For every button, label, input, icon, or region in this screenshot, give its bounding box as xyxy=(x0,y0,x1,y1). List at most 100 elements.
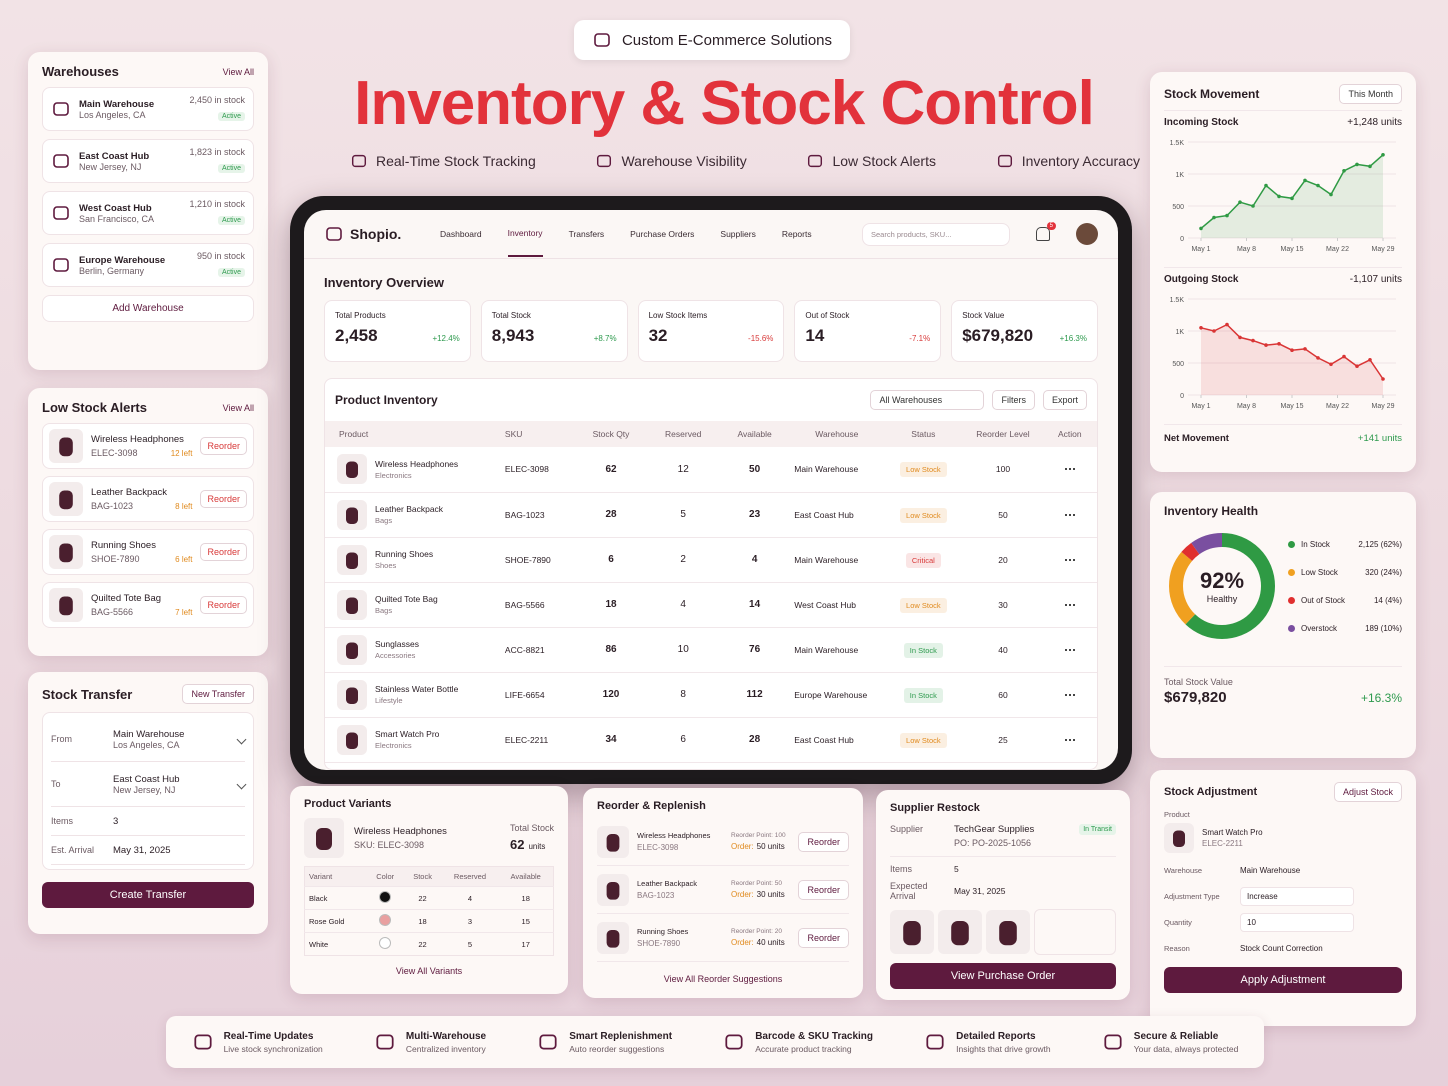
point xyxy=(1264,343,1268,347)
table-row: Wireless Headphones Electronics ELEC-3098 6… xyxy=(325,447,1097,492)
reorder-button[interactable]: Reorder xyxy=(200,543,247,561)
order: Order: 40 units xyxy=(731,938,790,947)
supplier-name: TechGear Supplies xyxy=(954,824,1035,835)
legend-value: 320 (24%) xyxy=(1365,567,1402,577)
total-number: 62 xyxy=(509,836,525,852)
y-tick-label: 1K xyxy=(1175,172,1184,179)
reorder-name: Leather Backpack BAG-1023 xyxy=(637,879,723,900)
product-shape xyxy=(606,833,620,852)
column-header: Reserved xyxy=(453,872,487,881)
variant-row: White 22 5 17 xyxy=(304,932,554,956)
supplier-label: Supplier xyxy=(890,824,924,834)
product-name: Running Shoes xyxy=(637,927,689,936)
field-value[interactable]: 10 xyxy=(1240,912,1354,932)
nav-item[interactable]: Dashboard xyxy=(440,229,482,239)
point xyxy=(1264,183,1268,188)
action[interactable] xyxy=(1043,582,1097,627)
view-po[interactable]: View Purchase Order xyxy=(890,963,1116,989)
view-all[interactable]: View All xyxy=(222,66,254,77)
point xyxy=(1355,364,1359,368)
stock-adjustment-card: Stock Adjustment Adjust Stock Product Smart… xyxy=(1150,770,1416,1026)
reserved: 12 xyxy=(677,463,689,475)
nav-item[interactable]: Suppliers xyxy=(720,229,756,239)
action[interactable] xyxy=(1043,627,1097,672)
product-icon xyxy=(903,921,921,946)
reorder-card: Reorder & Replenish Wireless Headphones EL… xyxy=(583,788,863,998)
kpi-label: Low Stock Items xyxy=(648,311,708,320)
nav-item[interactable]: Purchase Orders xyxy=(630,229,695,239)
sku: BAG-1023 xyxy=(91,501,134,511)
warehouse-meta: 950 in stock Active xyxy=(197,251,245,279)
field-label: Quantity xyxy=(1164,917,1192,927)
table-row: Sunglasses Accessories ACC-8821 86 10 76 Main … xyxy=(325,627,1097,672)
reorder-point: Reorder Point: 50 xyxy=(731,880,782,887)
reorder-button[interactable]: Reorder xyxy=(200,437,247,455)
reorder-button[interactable]: Reorder xyxy=(798,879,849,900)
filter[interactable]: All Warehouses xyxy=(870,390,985,410)
column-header: Reserved xyxy=(665,429,702,439)
kpi-values: $679,820 +16.3% xyxy=(962,326,1087,346)
action[interactable] xyxy=(1043,717,1097,762)
variant-row: Rose Gold 18 3 15 xyxy=(304,909,554,933)
view-variants[interactable]: View All Variants xyxy=(395,966,463,976)
adjust-button[interactable]: Adjust Stock xyxy=(1333,782,1402,802)
legend-item: Overstock 189 (10%) xyxy=(1288,614,1402,642)
search[interactable]: Search products, SKU... xyxy=(862,222,1010,246)
create-transfer[interactable]: Create Transfer xyxy=(42,882,254,908)
filter[interactable]: Filters xyxy=(992,390,1035,410)
avatar[interactable] xyxy=(1076,223,1098,245)
filter[interactable]: Export xyxy=(1042,390,1087,410)
variants-table: Variant Color Stock Reserved Available Black 2… xyxy=(304,866,554,956)
transfer-field: From Main Warehouse Los Angeles, CA xyxy=(51,717,247,762)
field-value[interactable]: Increase xyxy=(1240,886,1354,906)
donut xyxy=(1169,533,1275,639)
field-value: May 31, 2025 xyxy=(113,844,171,856)
total-unit: units xyxy=(528,841,546,851)
product-shape xyxy=(1173,830,1185,847)
view-suggestions[interactable]: View All Reorder Suggestions xyxy=(663,974,783,984)
reorder-button[interactable]: Reorder xyxy=(200,596,247,614)
apply-adjustment[interactable]: Apply Adjustment xyxy=(1164,967,1402,993)
product-cell: Stainless Water Bottle Lifestyle xyxy=(325,672,501,717)
warehouse-location: Berlin, Germany xyxy=(79,265,145,276)
new-transfer[interactable]: New Transfer xyxy=(182,684,254,704)
product-name: Running Shoes xyxy=(91,540,156,551)
nav-item[interactable]: Transfers xyxy=(568,229,605,239)
icon-shape xyxy=(997,154,1012,168)
column-header: Available xyxy=(510,872,541,881)
reorder-point: Reorder Point: 100 xyxy=(731,832,786,839)
field-value[interactable]: Main Warehouse xyxy=(1240,865,1301,875)
view-all[interactable]: View All xyxy=(222,402,254,413)
reserved: 4 xyxy=(680,599,686,610)
warehouse-name: East Coast Hub xyxy=(79,150,150,162)
series-total: -1,107 units xyxy=(1349,274,1402,285)
field-value[interactable]: Stock Count Correction xyxy=(1240,943,1323,953)
reorder-button[interactable]: Reorder xyxy=(798,927,849,948)
feature: Warehouse Visibility xyxy=(595,152,747,170)
order-value: 50 units xyxy=(756,842,785,851)
notifications[interactable]: 5 xyxy=(1036,222,1056,241)
action[interactable] xyxy=(1043,447,1097,492)
nav-item[interactable]: Reports xyxy=(781,229,812,239)
action[interactable] xyxy=(1043,537,1097,582)
nav-item[interactable]: Inventory xyxy=(507,211,543,257)
x-tick-label: May 15 xyxy=(1281,403,1304,410)
icon xyxy=(351,154,367,168)
badge-text: Custom E-Commerce Solutions xyxy=(621,31,833,49)
action[interactable] xyxy=(1043,492,1097,537)
warehouse-info: Main Warehouse Los Angeles, CA xyxy=(79,99,181,120)
sku: ELEC-3098 xyxy=(504,464,549,475)
action[interactable] xyxy=(1043,672,1097,717)
sku: ELEC-3098 xyxy=(91,448,138,458)
sku: ELEC-2211 xyxy=(504,734,549,745)
point xyxy=(1355,162,1359,167)
add-warehouse[interactable]: Add Warehouse xyxy=(42,295,254,322)
status-cell: Low Stock xyxy=(883,492,963,537)
period[interactable]: This Month xyxy=(1339,84,1402,104)
product-category: Electronics xyxy=(375,470,412,480)
legend-item: Low Stock 320 (24%) xyxy=(1288,558,1402,586)
sku: SHOE-7890 xyxy=(504,554,551,565)
reorder-button[interactable]: Reorder xyxy=(200,490,247,508)
reorder-button[interactable]: Reorder xyxy=(798,831,849,852)
field-label: Items xyxy=(51,816,74,826)
